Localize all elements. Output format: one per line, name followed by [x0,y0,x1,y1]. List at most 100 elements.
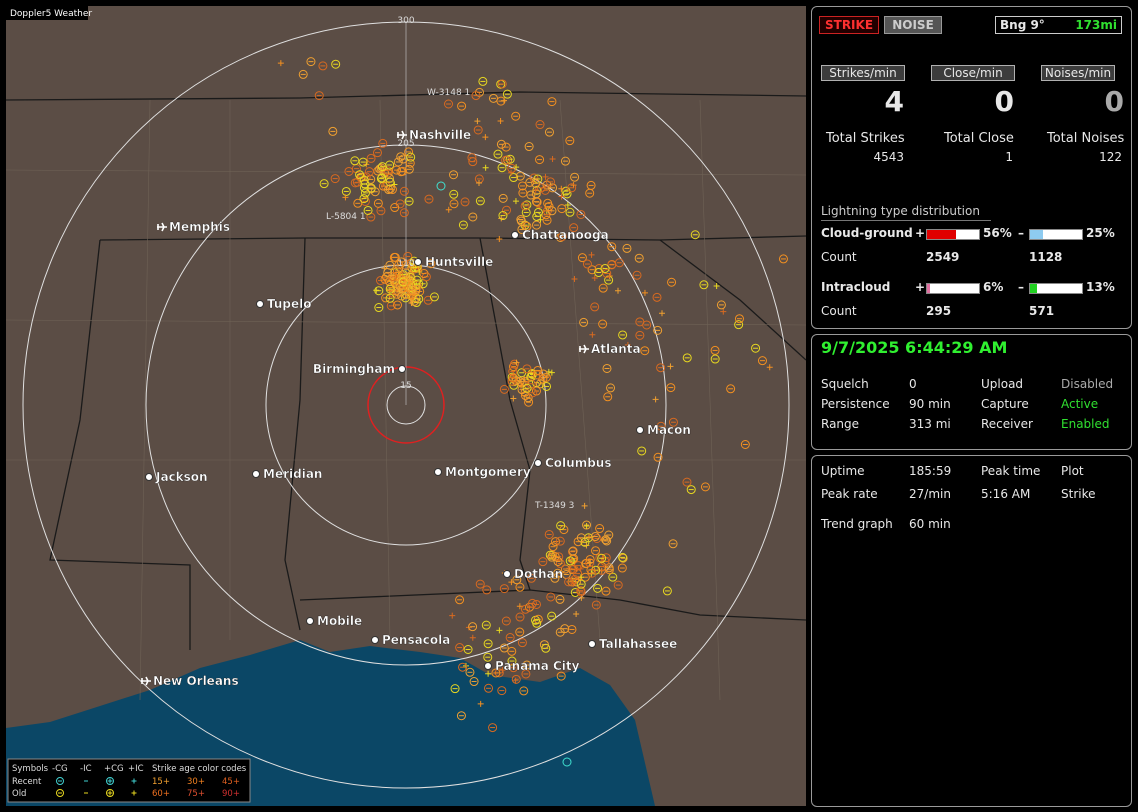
strike-symbol [521,669,531,679]
strike-symbol [485,670,492,677]
strike-symbol [499,584,509,594]
track-label: L-5804 1 [326,212,366,222]
strike-symbol [560,624,570,634]
strike-symbol [350,178,360,188]
strike-symbol [522,660,532,670]
strike-symbol [536,183,546,193]
strike-symbol [497,79,507,89]
strike-symbol [600,264,610,274]
strike-symbol [501,155,511,165]
strike-symbol [635,330,645,340]
rate-label: Close/min [931,65,1015,81]
divider [821,220,991,221]
strike-symbol [602,536,612,546]
strike-symbol [373,287,380,294]
city-label: Birmingham [313,362,395,376]
strike-symbol [378,138,388,148]
strike-symbol [548,183,558,193]
strike-symbol [547,97,557,107]
strike-symbol [556,671,566,681]
city-dot [503,570,511,578]
strike-symbol [653,452,663,462]
strike-symbol [390,277,400,287]
strike-symbol [392,266,402,276]
city-dot [484,662,492,670]
strike-symbol [376,174,386,184]
strike-symbol [396,152,406,162]
strike-symbol [524,142,534,152]
track-label: T-1349 3 [534,501,574,511]
strike-symbol [757,356,767,366]
strike-symbol [399,186,409,196]
strike-symbol [624,341,631,348]
strike-symbol [512,677,519,684]
strike-symbol [588,251,595,258]
stat-value: 27/min [909,487,951,501]
strike-symbol [473,125,483,135]
city-dot [256,300,264,308]
strike-symbol [505,154,515,164]
sign: – [1018,280,1024,294]
percent-label: 25% [1086,226,1115,240]
strike-symbol [483,652,493,662]
strike-symbol [456,711,466,721]
strike-symbol [512,198,519,205]
strike-symbol [499,667,506,674]
strike-symbol [546,592,556,602]
strike-symbol [523,393,533,403]
strike-symbol [607,242,617,252]
strike-symbol [557,204,567,214]
legend-symbol-name: +IC [128,764,144,774]
strike-symbol [393,300,403,310]
strike-symbol [318,61,328,71]
strike-symbol [328,126,338,136]
strike-symbol [522,364,532,374]
strike-symbol [575,576,582,583]
noise-mode-button[interactable]: NOISE [884,16,942,34]
total-label: Total Noises [1047,131,1125,146]
strike-symbol [398,277,408,287]
strike-symbol [577,565,584,572]
strike-symbol [517,181,527,191]
city-label: Tupelo [267,297,312,311]
strike-symbol [372,148,382,158]
strike-symbol [407,285,417,295]
strike-symbol [583,523,590,530]
strike-symbol [543,198,553,208]
strike-symbol [496,236,503,243]
strike-symbol [549,155,556,162]
strike-symbol [560,564,570,574]
count-value: 295 [926,304,952,318]
strike-symbol [567,624,577,634]
total-value: 4543 [873,150,904,164]
strike-symbol [359,194,369,204]
strike-symbol [622,243,632,253]
percent-bar [1030,284,1037,293]
strike-symbol [734,320,744,330]
strike-symbol [406,290,416,300]
city-dot [588,640,596,648]
strike-symbol [577,253,587,263]
strike-symbol [591,546,601,556]
strike-symbol [593,583,603,593]
strike-symbol [571,275,578,282]
strike-symbol [526,372,536,382]
strike-symbol [595,524,605,534]
strike-symbol [567,183,577,193]
strike-symbol [424,194,434,204]
strike-symbol [509,359,519,369]
strike-symbol [483,639,493,649]
strike-mode-button[interactable]: STRIKE [819,16,879,34]
strike-symbol [510,395,517,402]
strike-symbol [449,170,459,180]
setting-value: 90 min [909,397,951,411]
count-label: Count [821,304,857,318]
map-labels: 300 205 110 15 W-3148 1 L-5804 1 T-1349 3 Nashv… [141,16,691,688]
airport-icon [579,344,589,354]
strike-symbol [576,209,586,219]
percent-bar [1030,230,1043,239]
strike-symbol [498,211,508,221]
sign: + [915,280,926,294]
strike-symbol [502,89,512,99]
strike-symbol [656,421,666,431]
